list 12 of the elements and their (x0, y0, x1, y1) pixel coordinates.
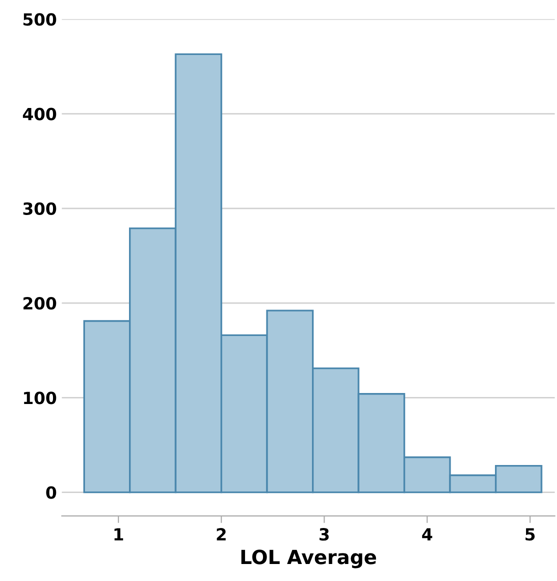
y-tick-label: 200 (23, 296, 56, 310)
x-tick-label: 4 (422, 528, 432, 540)
x-tick-label: 5 (526, 528, 535, 541)
y-tick-label: 100 (24, 392, 56, 404)
y-tick-label: 0 (46, 486, 56, 499)
y-tick-label: 400 (22, 108, 56, 120)
x-tick-label: 1 (114, 528, 124, 540)
x-tick-label: 3 (320, 528, 329, 541)
y-tick-label: 300 (23, 202, 56, 215)
y-tick-label: 500 (23, 13, 56, 26)
x-axis-title: LOL Average (241, 550, 376, 568)
x-tick-label: 2 (216, 528, 226, 540)
